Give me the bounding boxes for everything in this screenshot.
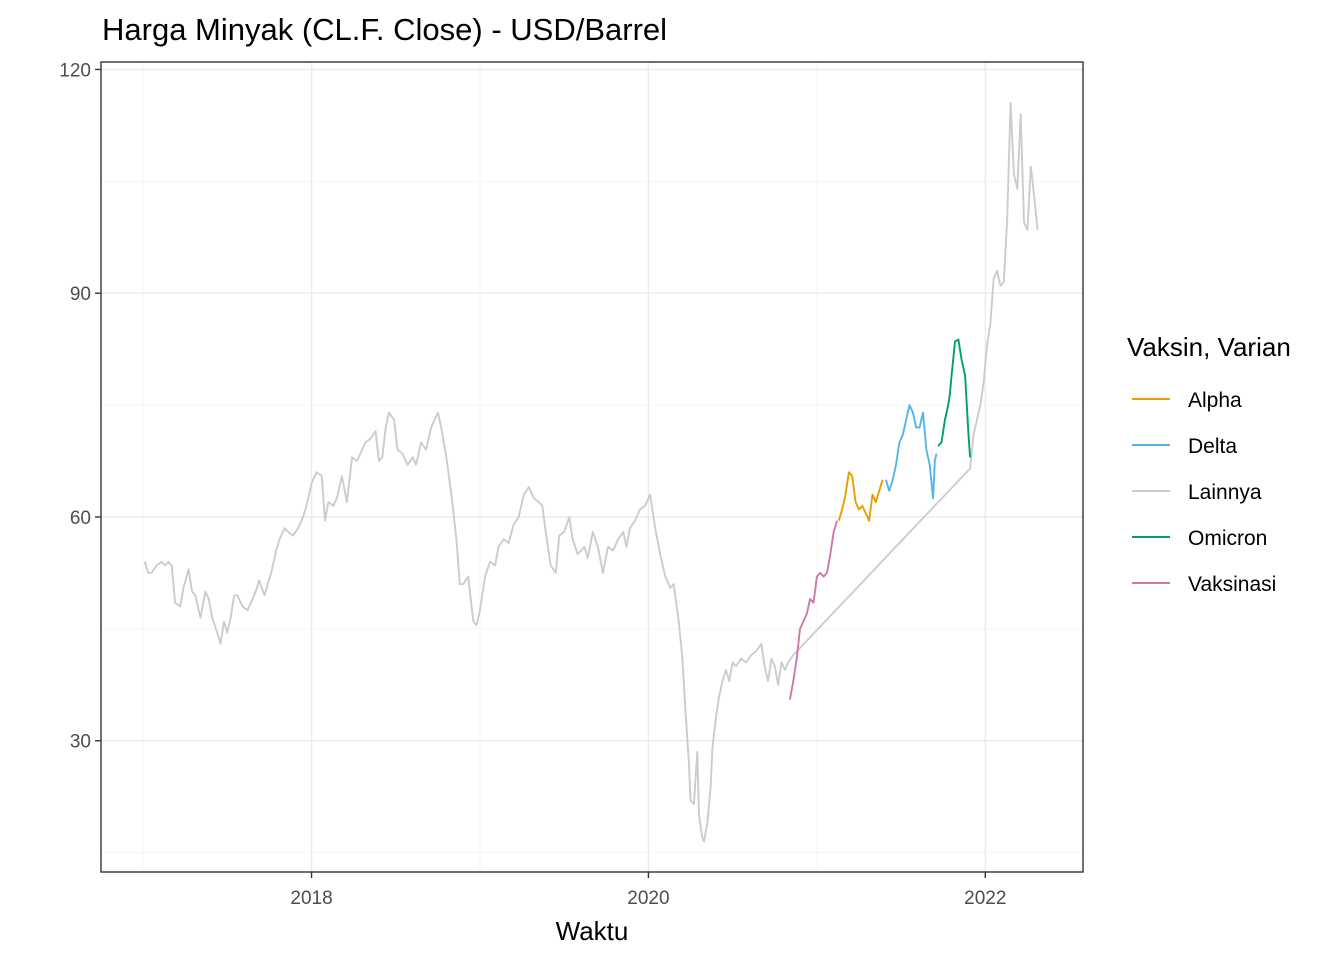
- panel-border: [100, 61, 1084, 873]
- series-line-lainnya: [143, 102, 1039, 843]
- x-tick-label: 2018: [290, 888, 332, 909]
- chart-title: Harga Minyak (CL.F. Close) - USD/Barrel: [102, 12, 667, 47]
- x-axis: 2018 2020 2022: [290, 872, 1006, 909]
- y-axis: 30 60 90 120: [59, 60, 101, 753]
- y-tick-label: 60: [70, 508, 91, 529]
- legend-label: Lainnya: [1188, 481, 1262, 504]
- legend-item-alpha: Alpha: [1132, 389, 1242, 412]
- series-line-alpha: [837, 471, 884, 522]
- legend: Vaksin, Varian Alpha Delta Lainnya Omicron V…: [1127, 332, 1291, 596]
- panel-background: [101, 62, 1083, 872]
- x-tick-label: 2022: [964, 888, 1006, 909]
- series-line-vaksinasi: [788, 520, 839, 700]
- legend-item-delta: Delta: [1132, 435, 1237, 458]
- y-tick-label: 120: [59, 60, 91, 81]
- series-line-delta: [884, 404, 938, 500]
- series-line-omicron: [937, 338, 972, 458]
- legend-item-vaksinasi: Vaksinasi: [1132, 573, 1276, 596]
- x-tick-label: 2020: [627, 888, 669, 909]
- legend-label: Alpha: [1188, 389, 1242, 412]
- y-tick-label: 30: [70, 732, 91, 753]
- plot-panel: [100, 61, 1084, 873]
- legend-label: Vaksinasi: [1188, 573, 1276, 596]
- legend-title: Vaksin, Varian: [1127, 332, 1291, 362]
- legend-label: Omicron: [1188, 527, 1267, 550]
- y-tick-label: 90: [70, 284, 91, 305]
- legend-label: Delta: [1188, 435, 1237, 458]
- legend-item-omicron: Omicron: [1132, 527, 1267, 550]
- x-axis-title: Waktu: [556, 916, 629, 946]
- legend-item-lainnya: Lainnya: [1132, 481, 1262, 504]
